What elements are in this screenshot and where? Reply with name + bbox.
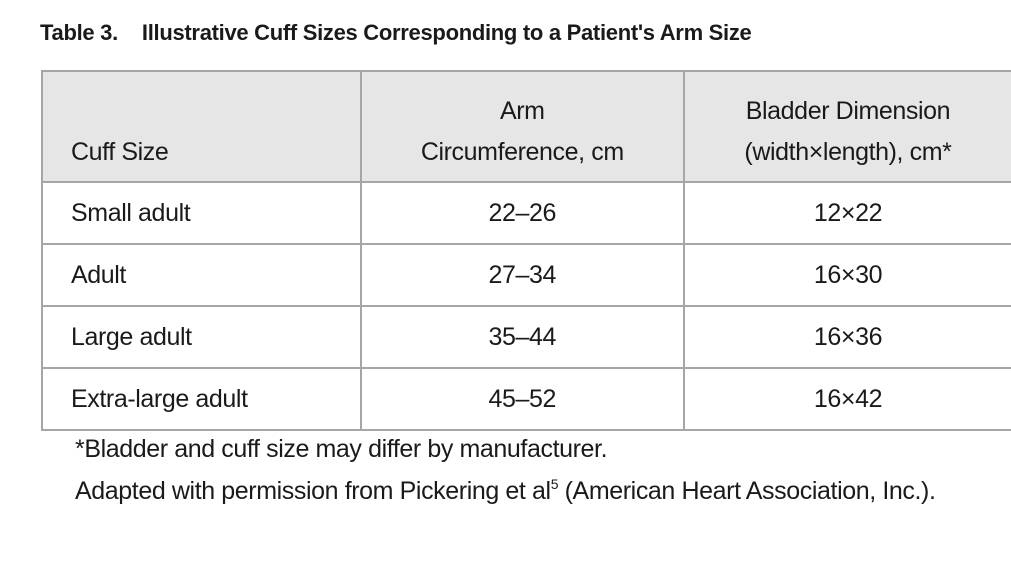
header-cell: Cuff Size bbox=[41, 70, 362, 183]
table-label: Table 3. bbox=[40, 20, 118, 45]
header-text: (width×length), cm* bbox=[744, 138, 952, 166]
source-note: Adapted with permission from Pickering e… bbox=[40, 470, 1011, 512]
cell: Large adult bbox=[41, 305, 362, 369]
reference: 5 bbox=[550, 476, 559, 492]
header-text: Circumference, cm bbox=[420, 138, 624, 166]
header-text: Cuff Size bbox=[71, 138, 169, 166]
cell: 45–52 bbox=[359, 367, 685, 431]
cell: 16×36 bbox=[682, 305, 1011, 369]
header-row: Cuff Size Arm Circumference, cm Bladder D… bbox=[41, 70, 1011, 183]
cell: 35–44 bbox=[359, 305, 685, 369]
source-text: (American Heart Association, Inc.). bbox=[558, 477, 936, 505]
row: Small adult 22–26 12×22 bbox=[41, 181, 1011, 245]
table: Cuff Size Arm Circumference, cm Bladder D… bbox=[41, 70, 1011, 431]
cell: 12×22 bbox=[682, 181, 1011, 245]
footnote: *Bladder and cuff size may differ by man… bbox=[75, 435, 608, 463]
cell: 16×30 bbox=[682, 243, 1011, 307]
cell: 16×42 bbox=[682, 367, 1011, 431]
row: Large adult 35–44 16×36 bbox=[41, 305, 1011, 369]
header-cell: Bladder Dimension (width×length), cm* bbox=[682, 70, 1011, 183]
header-cell: Arm Circumference, cm bbox=[359, 70, 685, 183]
cell: 22–26 bbox=[359, 181, 685, 245]
cell: 27–34 bbox=[359, 243, 685, 307]
footnotes: *Bladder and cuff size may differ by man… bbox=[40, 428, 1011, 512]
header-text: Bladder Dimension bbox=[745, 97, 951, 125]
header-text: Arm bbox=[499, 97, 545, 125]
row: Extra-large adult 45–52 16×42 bbox=[41, 367, 1011, 431]
row: Adult 27–34 16×30 bbox=[41, 243, 1011, 307]
source-text: Adapted with permission from Pickering e… bbox=[75, 477, 551, 505]
cell: Small adult bbox=[41, 181, 362, 245]
cell: Extra-large adult bbox=[41, 367, 362, 431]
table-caption: Illustrative Cuff Sizes Corresponding to… bbox=[141, 20, 752, 45]
cell: Adult bbox=[41, 243, 362, 307]
table-title: Table 3. Illustrative Cuff Sizes Correspo… bbox=[40, 20, 752, 46]
